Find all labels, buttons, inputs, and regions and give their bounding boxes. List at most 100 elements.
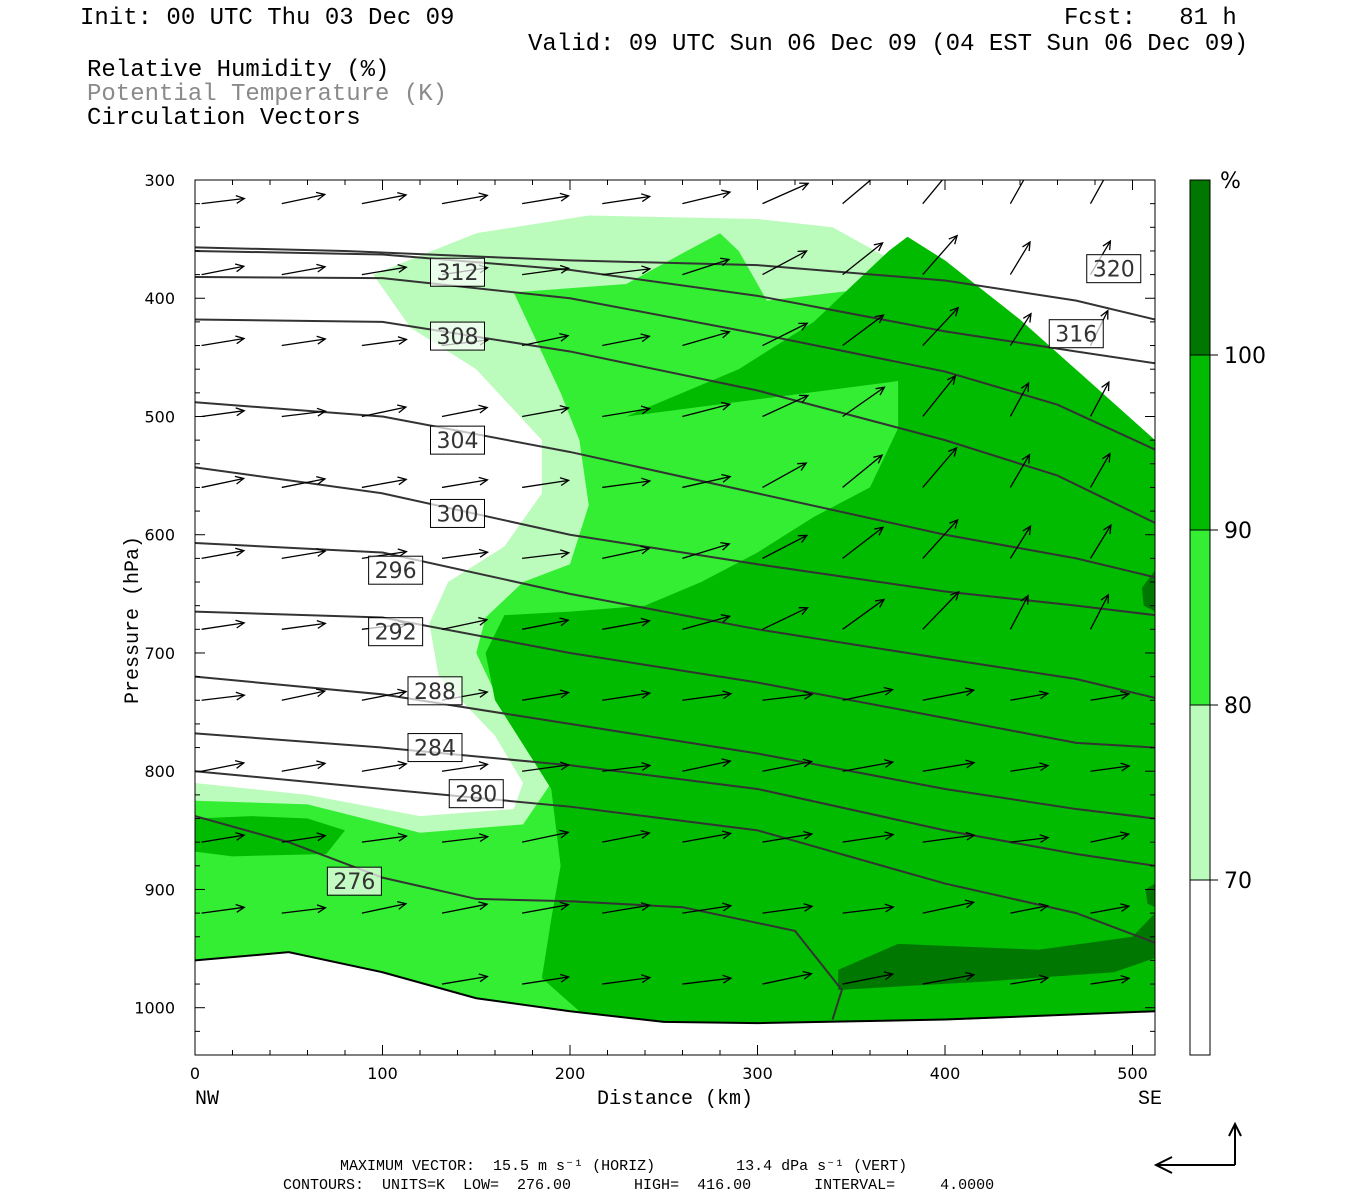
vector-head [721,758,732,768]
wind-vector [602,689,652,701]
vector-head [235,831,246,841]
below-ground-mask [195,952,1155,1055]
vector-head [640,829,651,839]
wind-vector [1090,974,1131,985]
wind-vector [1009,524,1032,559]
vector-head [641,477,652,487]
theta-288 [195,675,1155,820]
plot-frame [194,179,1156,1056]
y-tick-label: 500 [144,407,175,426]
label-box-308 [430,321,485,351]
vector-head [640,545,651,555]
vector-shaft [1089,381,1110,417]
wind-vector [1090,690,1131,701]
vector-shaft [602,764,650,772]
vector-head [1039,762,1050,772]
wind-vector [602,902,652,914]
colorbar-band-1 [1189,704,1211,881]
y-tick-label: 300 [144,171,175,190]
wind-vector [682,830,733,843]
nw-label: NW [195,1088,219,1111]
wind-vector [441,548,490,560]
vector-head [1039,834,1050,844]
y-tick-label: 600 [144,526,175,545]
vector-shaft [281,834,326,843]
wind-vector [1009,453,1031,488]
vector-head [965,971,976,981]
wind-vector [602,405,652,418]
wind-vector [682,257,731,276]
vector-head [641,265,652,275]
vector-shaft [281,410,326,418]
vector-head [803,902,814,912]
contour-label-292: 292 [375,621,417,646]
vector-shaft [441,975,488,985]
wind-vector [922,831,976,843]
vector-shaft [762,182,809,205]
vector-shaft [522,267,569,276]
vector-head [949,518,959,529]
contour-label-308: 308 [437,325,479,350]
wind-vector [762,830,814,843]
vector-shaft [441,619,488,630]
wind-vector [201,335,246,347]
wind-vector [762,462,808,489]
vector-head [478,689,489,698]
wind-vector [361,476,408,489]
vector-shaft [281,550,326,560]
wind-vector [361,760,408,772]
vector-shaft [762,462,807,489]
wind-vector [1089,523,1112,559]
vector-head [316,904,327,914]
wind-vector [762,534,809,559]
theta-contours [195,246,1155,1020]
vector-head [316,335,327,345]
max-vector-note: MAXIMUM VECTOR: 15.5 m s⁻¹ (HORIZ) 13.4 … [340,1158,908,1175]
vector-head [799,182,810,191]
vector-shaft [1009,454,1031,488]
wind-vector [441,476,489,489]
vector-head [640,193,652,203]
vector-head [316,832,327,842]
wind-vector [682,614,732,630]
x-axis-label: Distance (km) [597,1088,753,1111]
vector-shaft [842,242,883,276]
vector-shaft [602,335,650,347]
vector-head [802,970,813,980]
vector-shaft [1010,977,1048,985]
wind-vector [361,192,408,205]
wind-vector [602,617,651,630]
reference-vector [1153,1121,1242,1174]
wind-vector [1089,593,1110,630]
label-box-304 [430,425,485,455]
wind-vector [682,473,732,489]
wind-vector [842,831,895,843]
wind-vector [922,590,960,630]
vector-head [722,902,733,912]
vector-shaft [441,903,488,914]
vector-shaft [522,407,569,418]
wind-vector [522,761,571,772]
vector-head [559,192,570,202]
vector-shaft [922,307,959,346]
vector-head [478,476,489,486]
label-box-312 [430,257,485,287]
vector-head [1020,594,1029,605]
vector-head [873,454,884,464]
vector-shaft [682,331,730,347]
vector-shaft [361,406,407,418]
vector-head [1120,903,1131,912]
wind-vector [522,689,570,701]
vector-shaft [682,475,731,489]
vector-head [964,687,976,697]
wind-vector [602,829,651,843]
theta-296 [195,542,1155,699]
contour-label-288: 288 [414,680,456,705]
wind-vector [922,899,976,914]
vector-shaft [1010,836,1049,843]
vector-head [316,760,327,770]
wind-vector [441,761,489,772]
vector-shaft [201,906,245,914]
vector-shaft [1010,692,1048,701]
wind-vector [682,401,732,418]
